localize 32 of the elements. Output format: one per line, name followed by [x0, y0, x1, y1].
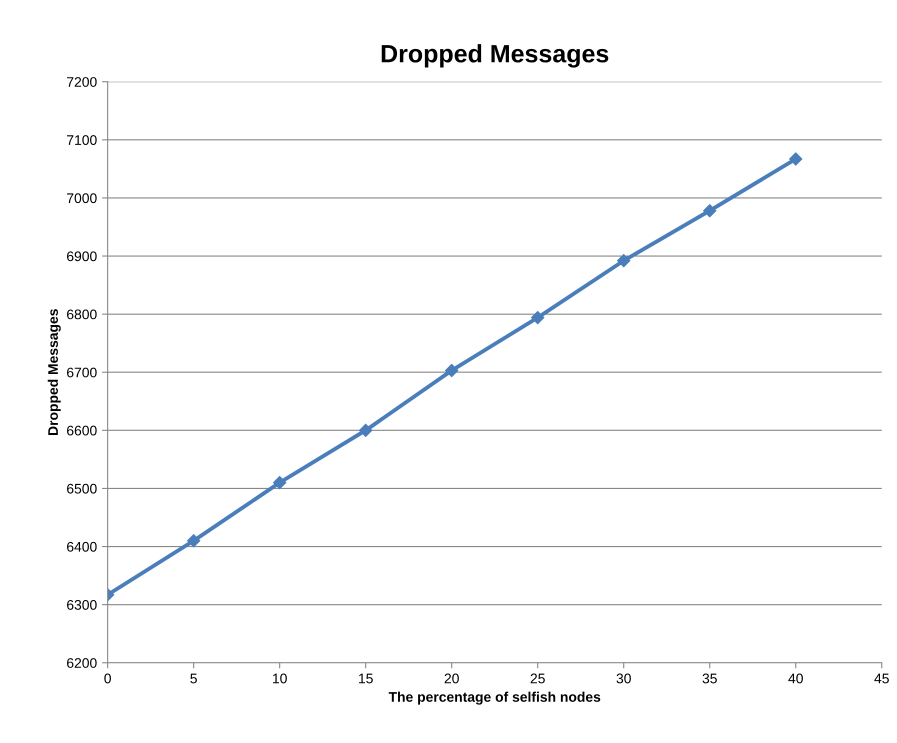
point — [445, 364, 458, 378]
y-tick-label: 6700 — [67, 368, 97, 378]
x-tick-label: 5 — [190, 674, 197, 684]
y-tick-label: 6300 — [67, 600, 97, 610]
x-tick-label: 25 — [530, 674, 545, 684]
x-axis-title: The percentage of selfish nodes — [388, 692, 600, 705]
y-tick-label: 6400 — [67, 542, 97, 552]
y-tick-label: 6500 — [67, 484, 97, 494]
y-axis-title: Dropped Messages — [48, 309, 61, 435]
point — [703, 204, 716, 218]
y-tick-label: 7200 — [67, 77, 97, 87]
y-tick-label: 7100 — [67, 135, 97, 145]
point — [273, 476, 286, 490]
x-tick-label: 30 — [616, 674, 631, 684]
point — [359, 424, 372, 437]
x-tick-label: 20 — [444, 674, 459, 684]
x-tick-label: 35 — [702, 674, 717, 684]
x-tick-label: 10 — [273, 674, 287, 684]
x-tick-label: 15 — [359, 674, 373, 684]
y-tick-label: 7000 — [67, 193, 97, 204]
chart-title: Dropped Messages — [382, 44, 608, 68]
y-tick-label: 6900 — [67, 251, 97, 262]
point — [531, 311, 544, 324]
y-tick-label: 6200 — [67, 658, 97, 668]
point — [617, 254, 630, 268]
x-tick-label: 40 — [788, 674, 803, 684]
point — [187, 534, 200, 548]
y-tick-label: 6800 — [67, 309, 97, 320]
x-tick-label: 45 — [874, 674, 889, 684]
point — [789, 152, 802, 166]
x-tick-label: 0 — [104, 674, 111, 684]
y-tick-label: 6600 — [67, 426, 97, 436]
